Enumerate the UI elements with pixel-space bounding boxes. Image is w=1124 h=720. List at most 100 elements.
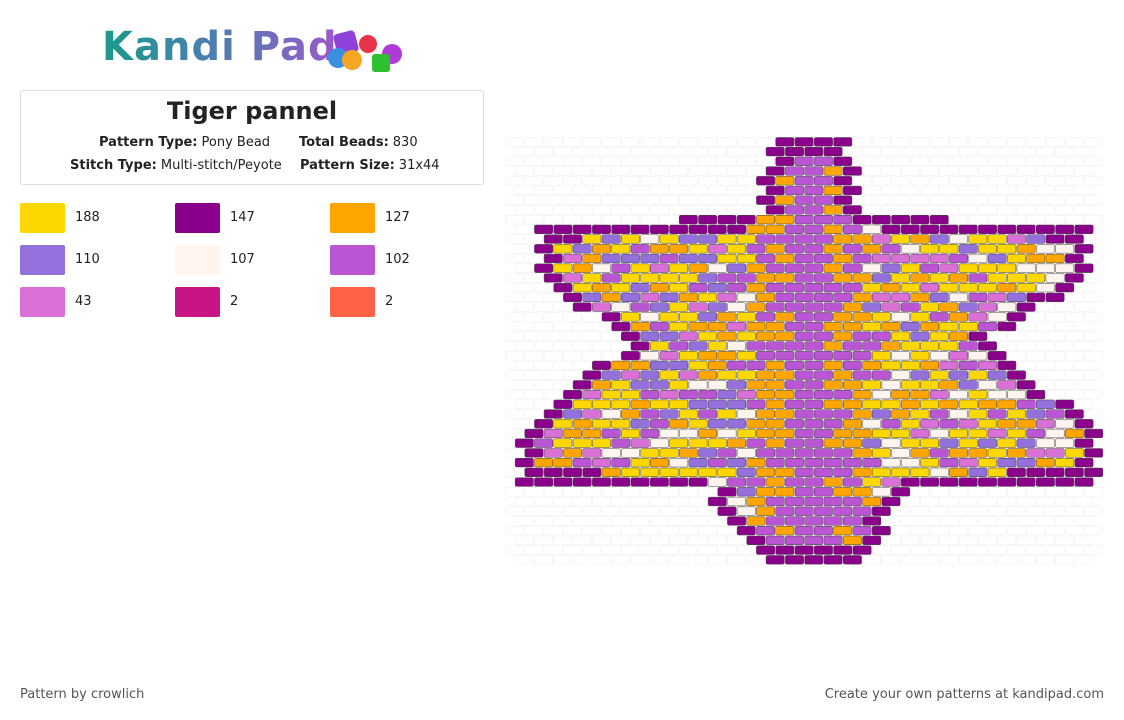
bead bbox=[1064, 137, 1084, 147]
bead bbox=[746, 283, 766, 293]
bead bbox=[582, 312, 602, 322]
bead bbox=[707, 477, 727, 487]
bead bbox=[891, 331, 911, 341]
bead bbox=[592, 380, 611, 390]
bead bbox=[968, 312, 988, 322]
bead bbox=[833, 137, 853, 147]
bead bbox=[987, 253, 1007, 264]
bead bbox=[949, 195, 968, 205]
bead bbox=[688, 516, 708, 526]
bead bbox=[524, 351, 544, 361]
bead bbox=[611, 555, 631, 565]
bead bbox=[852, 428, 872, 439]
bead bbox=[553, 244, 573, 254]
bead bbox=[794, 234, 814, 244]
bead bbox=[1007, 467, 1026, 477]
bead bbox=[1016, 419, 1036, 429]
bead bbox=[920, 516, 940, 526]
bead bbox=[949, 545, 968, 555]
bead bbox=[1074, 496, 1094, 507]
bead bbox=[640, 370, 660, 380]
bead bbox=[1036, 321, 1055, 332]
bead bbox=[756, 467, 775, 477]
bead bbox=[1074, 360, 1094, 371]
bead bbox=[736, 467, 756, 477]
bead bbox=[514, 166, 534, 176]
bead bbox=[958, 341, 978, 351]
bead bbox=[939, 166, 959, 176]
bead bbox=[534, 496, 554, 507]
bead bbox=[900, 224, 920, 234]
bead bbox=[553, 438, 573, 448]
bead bbox=[852, 409, 872, 419]
bead bbox=[765, 438, 785, 448]
bead bbox=[900, 263, 920, 273]
bead bbox=[968, 409, 988, 419]
info-row: Pattern Size: 31x44 bbox=[300, 158, 440, 173]
bead bbox=[534, 166, 554, 176]
bead bbox=[785, 458, 804, 468]
bead bbox=[871, 351, 891, 361]
bead bbox=[785, 438, 804, 448]
bead bbox=[775, 312, 795, 322]
bead bbox=[833, 312, 853, 322]
bead bbox=[871, 331, 891, 341]
bead bbox=[563, 506, 582, 516]
bead bbox=[505, 273, 525, 283]
bead bbox=[900, 399, 920, 409]
bead bbox=[698, 487, 718, 497]
bead bbox=[958, 224, 978, 234]
bead bbox=[804, 283, 824, 293]
bead bbox=[862, 399, 882, 409]
bead bbox=[505, 156, 525, 166]
bead bbox=[881, 146, 901, 157]
bead bbox=[640, 351, 660, 361]
bead bbox=[563, 467, 582, 477]
bead bbox=[871, 215, 891, 225]
bead bbox=[891, 351, 911, 361]
logo[interactable]: Kandi Pad bbox=[100, 22, 410, 78]
bead bbox=[862, 224, 882, 234]
bead bbox=[929, 370, 949, 380]
bead bbox=[582, 467, 602, 477]
bead bbox=[958, 496, 978, 507]
bead bbox=[939, 399, 959, 409]
bead bbox=[929, 215, 949, 225]
bead bbox=[1045, 428, 1065, 439]
bead bbox=[900, 458, 920, 468]
bead bbox=[1055, 263, 1075, 273]
bead bbox=[978, 185, 997, 196]
bead bbox=[601, 234, 621, 244]
bead bbox=[929, 176, 949, 186]
bead bbox=[814, 234, 833, 244]
footer-link[interactable]: Create your own patterns at kandipad.com bbox=[824, 687, 1104, 702]
bead bbox=[1064, 176, 1084, 186]
bead bbox=[572, 535, 592, 545]
bead bbox=[572, 516, 592, 526]
bead bbox=[987, 467, 1007, 477]
bead bbox=[891, 487, 911, 497]
bead bbox=[746, 166, 766, 176]
bead bbox=[958, 535, 978, 545]
bead bbox=[958, 205, 978, 215]
bead bbox=[910, 312, 930, 322]
bead bbox=[736, 448, 756, 458]
bead bbox=[524, 137, 544, 147]
bead bbox=[505, 448, 525, 458]
bead bbox=[1064, 448, 1084, 458]
bead bbox=[1064, 156, 1084, 166]
bead bbox=[1016, 399, 1036, 409]
bead bbox=[997, 438, 1017, 448]
info-row: Pattern Type: Pony Bead bbox=[99, 135, 270, 150]
bead bbox=[900, 477, 920, 487]
bead bbox=[765, 341, 785, 351]
bead bbox=[852, 156, 872, 166]
bead bbox=[871, 370, 891, 380]
bead bbox=[775, 467, 795, 477]
bead bbox=[630, 185, 650, 196]
bead bbox=[900, 380, 920, 390]
bead bbox=[563, 526, 582, 536]
bead bbox=[997, 535, 1017, 545]
bead bbox=[553, 224, 573, 234]
bead bbox=[775, 331, 795, 341]
